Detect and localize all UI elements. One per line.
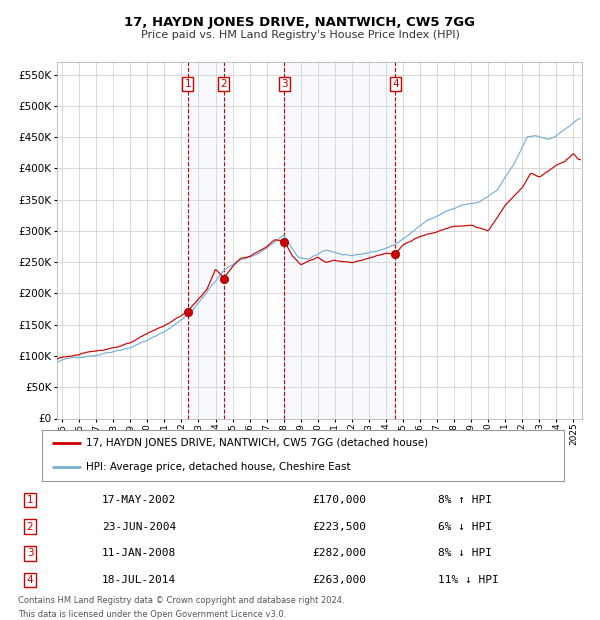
Text: Contains HM Land Registry data © Crown copyright and database right 2024.: Contains HM Land Registry data © Crown c… [18,596,344,606]
Text: 3: 3 [281,79,287,89]
Text: £170,000: £170,000 [312,495,366,505]
Text: 18-JUL-2014: 18-JUL-2014 [102,575,176,585]
Text: HPI: Average price, detached house, Cheshire East: HPI: Average price, detached house, Ches… [86,462,351,472]
Text: 4: 4 [392,79,398,89]
Text: £263,000: £263,000 [312,575,366,585]
Text: 2: 2 [26,521,34,532]
Text: £282,000: £282,000 [312,548,366,559]
Text: 17, HAYDN JONES DRIVE, NANTWICH, CW5 7GG: 17, HAYDN JONES DRIVE, NANTWICH, CW5 7GG [125,16,476,29]
Text: 11-JAN-2008: 11-JAN-2008 [102,548,176,559]
Text: 6% ↓ HPI: 6% ↓ HPI [438,521,492,532]
Text: 4: 4 [26,575,34,585]
Bar [284,62,395,419]
Text: This data is licensed under the Open Government Licence v3.0.: This data is licensed under the Open Gov… [18,610,286,619]
Bar [188,62,224,419]
Text: 23-JUN-2004: 23-JUN-2004 [102,521,176,532]
Text: Price paid vs. HM Land Registry's House Price Index (HPI): Price paid vs. HM Land Registry's House … [140,30,460,40]
Text: 17, HAYDN JONES DRIVE, NANTWICH, CW5 7GG (detached house): 17, HAYDN JONES DRIVE, NANTWICH, CW5 7GG… [86,438,428,448]
Text: 8% ↓ HPI: 8% ↓ HPI [438,548,492,559]
Text: 8% ↑ HPI: 8% ↑ HPI [438,495,492,505]
Text: 1: 1 [184,79,191,89]
Text: 3: 3 [26,548,34,559]
Text: £223,500: £223,500 [312,521,366,532]
Text: 2: 2 [220,79,227,89]
Text: 1: 1 [26,495,34,505]
Text: 11% ↓ HPI: 11% ↓ HPI [438,575,499,585]
Text: 17-MAY-2002: 17-MAY-2002 [102,495,176,505]
